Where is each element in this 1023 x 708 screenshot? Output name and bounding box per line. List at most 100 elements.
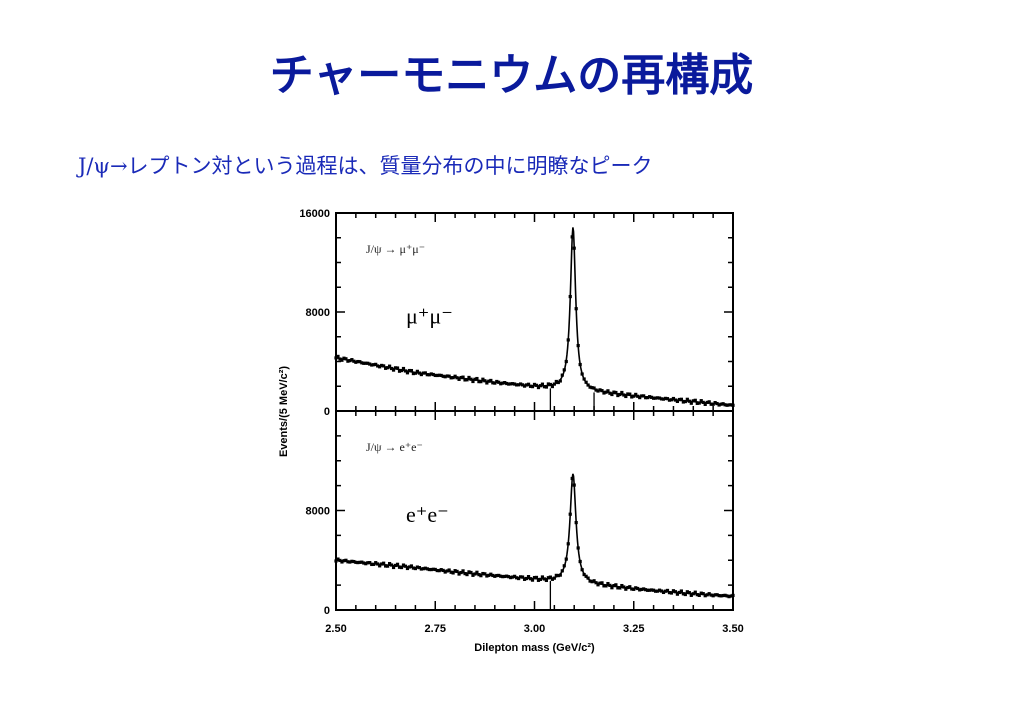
- data-point: [681, 592, 685, 596]
- data-point: [435, 373, 439, 378]
- data-point: [580, 568, 584, 572]
- data-point: [538, 384, 543, 388]
- data-point: [497, 573, 501, 578]
- data-point: [679, 397, 683, 401]
- data-point: [431, 567, 435, 571]
- data-point: [606, 389, 610, 393]
- data-point: [457, 377, 461, 381]
- data-point: [419, 372, 423, 377]
- data-point: [479, 574, 483, 578]
- data-point: [384, 564, 388, 568]
- data-point: [419, 567, 423, 571]
- data-point: [342, 356, 346, 360]
- data-point: [461, 375, 465, 379]
- data-point: [334, 356, 338, 360]
- data-point: [437, 569, 441, 573]
- data-point: [473, 377, 477, 381]
- data-point: [550, 384, 554, 389]
- data-point: [439, 373, 443, 378]
- data-point: [691, 592, 695, 596]
- data-point: [612, 584, 616, 588]
- data-point: [562, 564, 566, 568]
- data-point: [604, 584, 608, 588]
- data-point: [479, 380, 483, 384]
- data-point: [632, 394, 636, 398]
- data-point: [358, 360, 362, 364]
- data-point: [417, 371, 421, 375]
- data-point: [451, 376, 455, 380]
- data-point: [691, 399, 695, 403]
- data-point: [423, 566, 427, 570]
- data-point: [503, 574, 507, 579]
- data-point: [594, 388, 598, 392]
- data-point: [663, 396, 668, 400]
- data-point: [411, 371, 416, 376]
- data-point: [626, 585, 630, 590]
- data-point: [693, 398, 697, 402]
- data-point: [495, 379, 499, 384]
- data-point: [711, 594, 715, 598]
- data-point: [560, 569, 564, 573]
- data-point: [729, 403, 733, 407]
- data-point: [515, 383, 519, 387]
- data-point: [598, 388, 602, 392]
- data-point: [455, 376, 459, 380]
- data-point: [362, 561, 366, 565]
- data-point: [407, 368, 412, 373]
- data-point: [395, 562, 400, 566]
- y-tick-label: 8000: [306, 307, 330, 319]
- data-point: [721, 402, 725, 406]
- data-point: [340, 358, 344, 362]
- data-point: [681, 400, 685, 404]
- data-point: [665, 397, 670, 401]
- data-point: [657, 396, 662, 400]
- data-point: [618, 392, 622, 397]
- data-point: [570, 476, 574, 481]
- data-point: [677, 590, 681, 595]
- data-point: [642, 587, 646, 591]
- data-point: [481, 571, 485, 576]
- inset-label-ee: J/ψ → e⁺e⁻: [366, 440, 423, 454]
- data-point: [483, 379, 487, 383]
- data-point: [459, 375, 463, 380]
- data-point: [689, 593, 693, 597]
- data-point: [616, 586, 620, 590]
- data-point: [707, 400, 711, 404]
- data-point: [717, 594, 721, 598]
- data-point: [384, 366, 388, 370]
- data-point: [370, 562, 374, 567]
- channel-label-ee: e⁺e⁻: [406, 502, 449, 527]
- data-point: [528, 577, 533, 581]
- slide-title: チャーモニウムの再構成: [269, 50, 754, 101]
- data-point: [407, 565, 412, 569]
- data-point: [519, 382, 523, 386]
- data-point: [376, 562, 380, 566]
- data-point: [723, 403, 727, 407]
- data-point: [449, 570, 453, 574]
- data-point: [336, 354, 340, 359]
- data-point: [441, 568, 445, 573]
- data-point: [568, 512, 572, 516]
- data-point: [578, 362, 582, 367]
- data-point: [709, 593, 713, 597]
- data-point: [630, 587, 634, 591]
- data-point: [505, 381, 509, 386]
- data-point: [586, 576, 590, 580]
- data-point: [520, 575, 525, 579]
- data-point: [411, 566, 416, 570]
- data-point: [584, 380, 588, 384]
- data-point: [701, 592, 705, 596]
- data-point: [356, 561, 360, 565]
- data-point: [550, 577, 554, 581]
- x-tick-label: 3.50: [722, 623, 743, 635]
- data-point: [524, 383, 529, 387]
- data-point: [459, 570, 463, 575]
- data-point: [350, 358, 354, 362]
- data-point: [596, 389, 600, 393]
- data-point: [624, 394, 628, 399]
- y-tick-label: 0: [324, 406, 330, 418]
- data-point: [409, 368, 414, 373]
- data-point: [391, 368, 396, 372]
- data-point: [614, 390, 618, 395]
- data-point: [622, 393, 626, 397]
